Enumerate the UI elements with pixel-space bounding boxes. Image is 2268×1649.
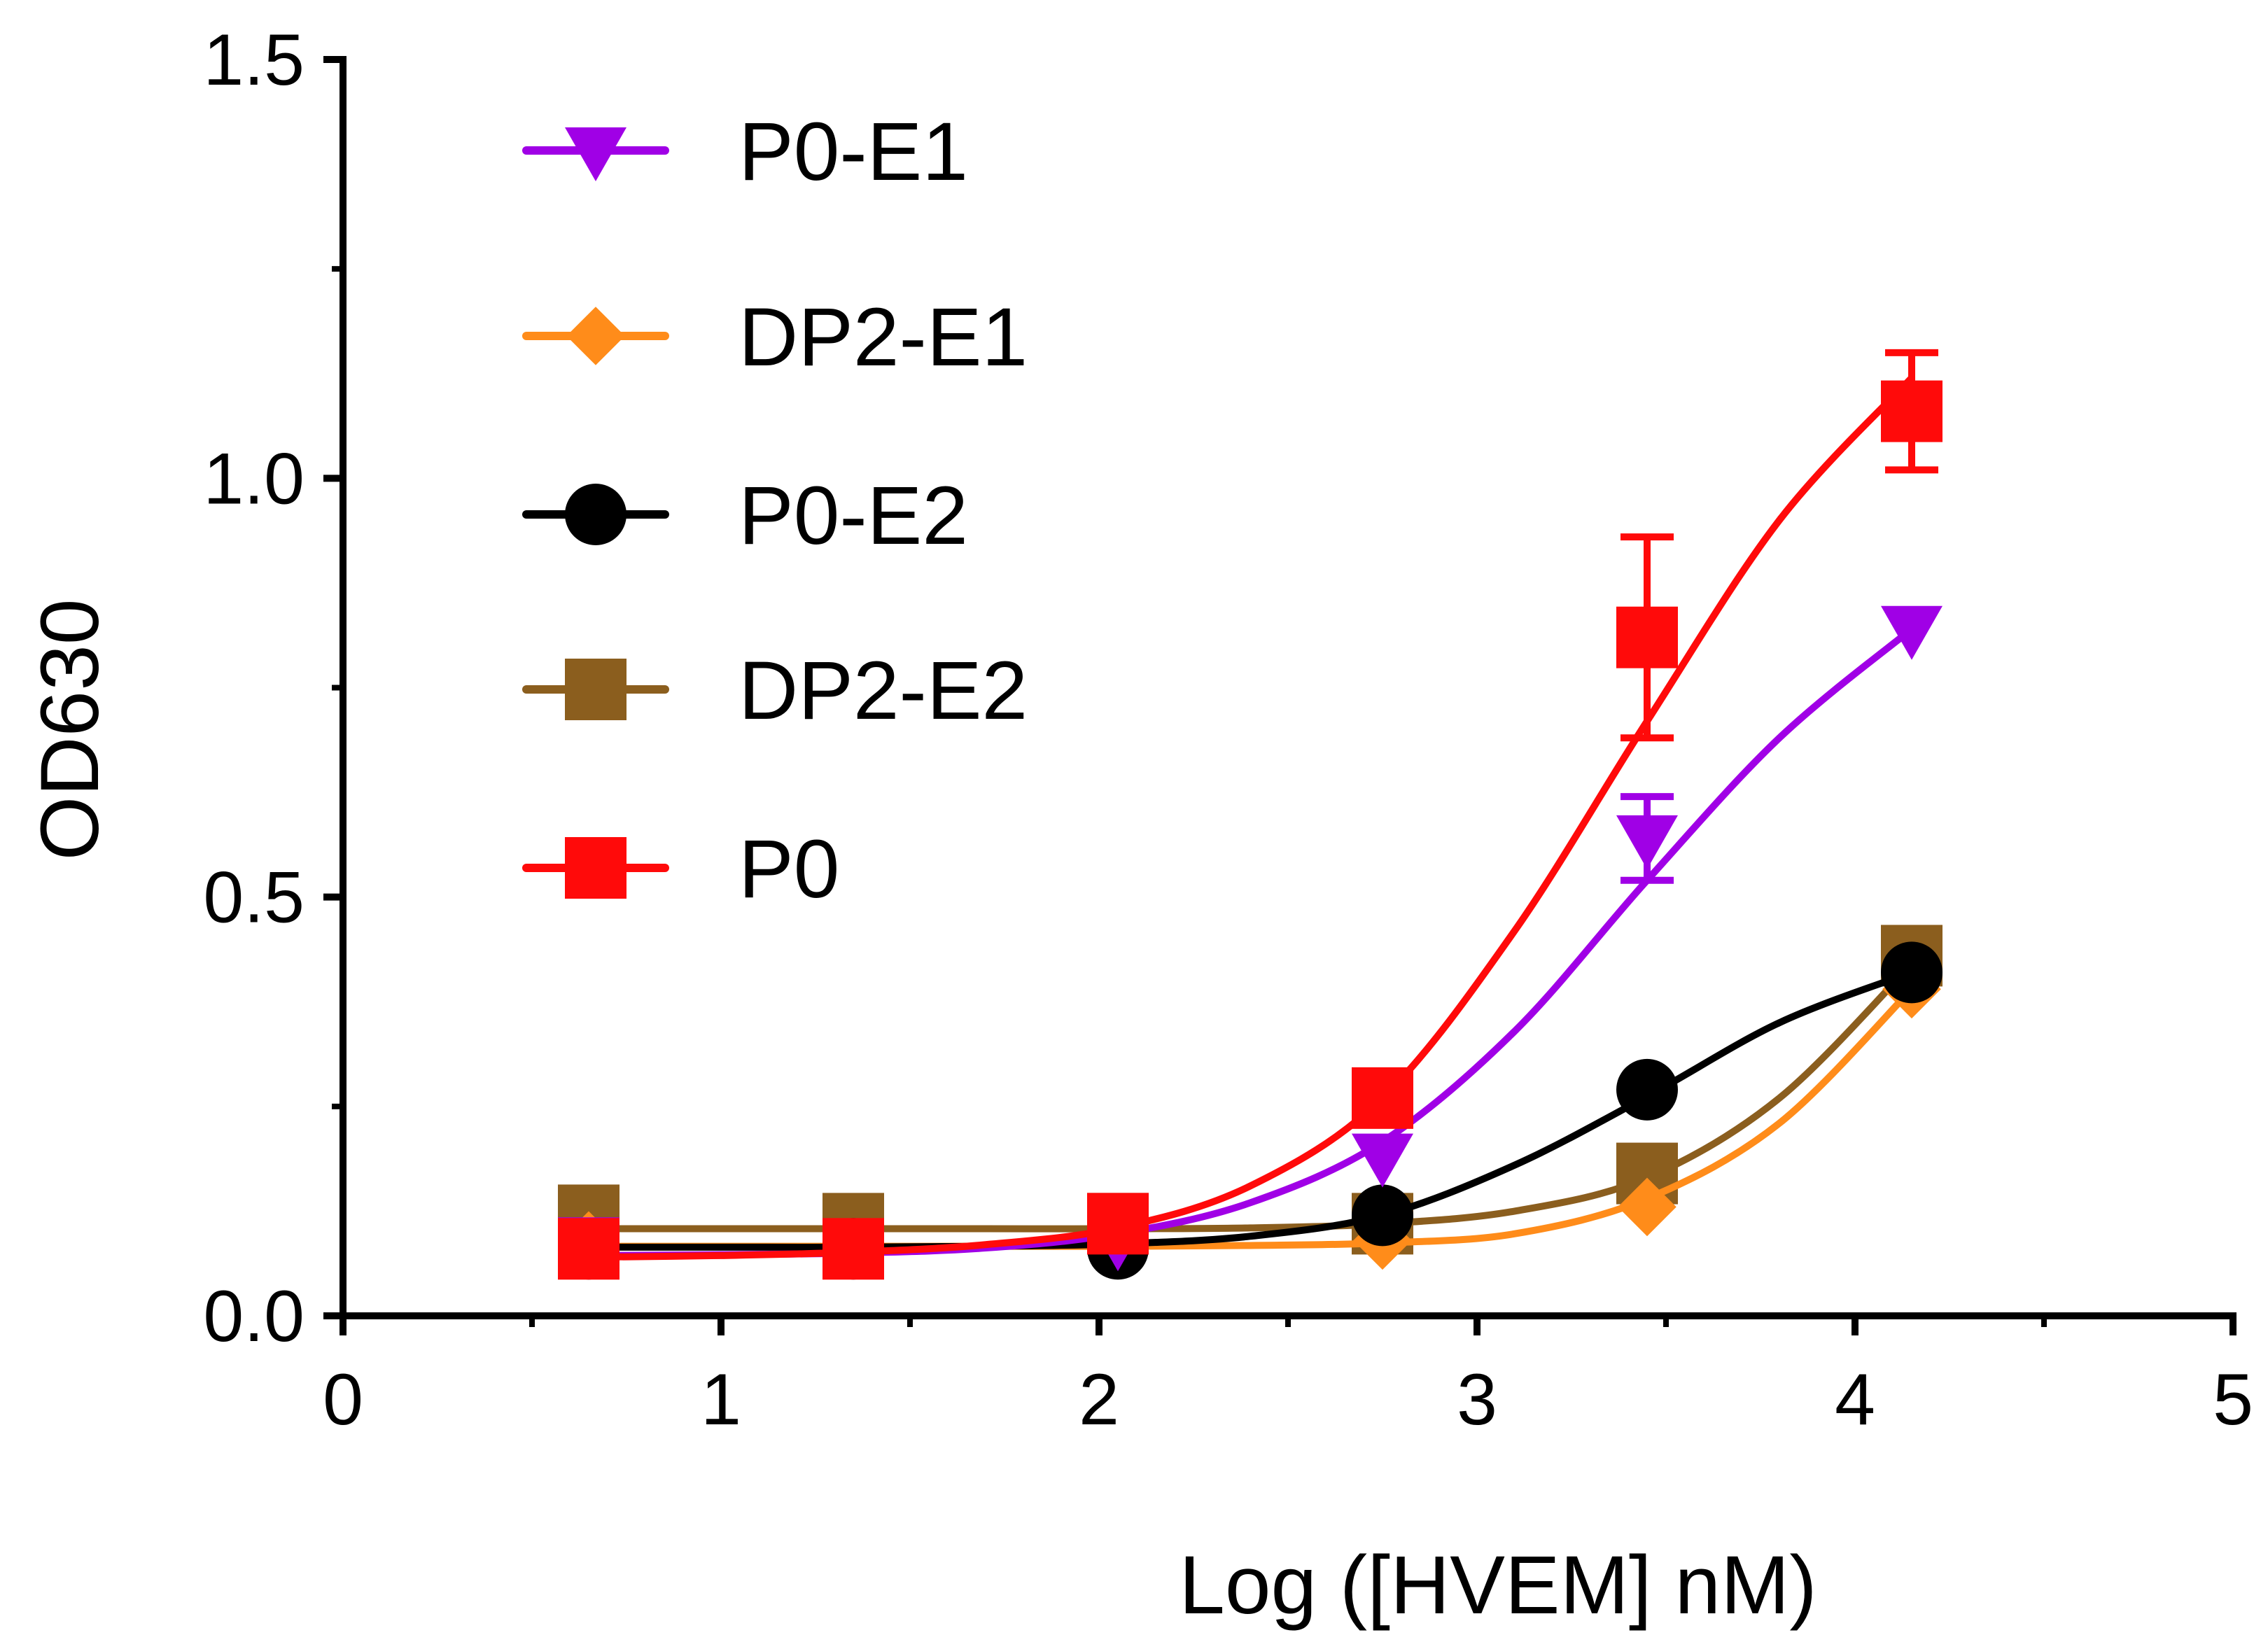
y-tick-label: 1.0: [203, 438, 304, 519]
x-axis-title: Log ([HVEM] nM): [1179, 1539, 1816, 1632]
y-axis-ticks: 0.0 0.5 1.0 1.5: [203, 20, 343, 1357]
y-axis-title: OD630: [24, 599, 116, 861]
legend-marker: [566, 307, 625, 365]
x-tick-label: 4: [1835, 1359, 1875, 1440]
x-tick-label: 5: [2213, 1359, 2253, 1440]
data-point-p0-e2: [1352, 1184, 1413, 1247]
x-tick-label: 0: [323, 1359, 363, 1440]
legend-label: DP2-E1: [738, 291, 1028, 384]
series-layer: [558, 349, 1942, 1280]
fit-curve-dp2-e1: [585, 985, 1915, 1250]
data-point-p0: [1352, 1067, 1413, 1129]
data-point-dp2-e1: [1618, 1177, 1676, 1237]
legend-item-p0-e2: P0-E2: [522, 470, 968, 562]
data-point-p0: [1881, 380, 1942, 442]
series-p0: [558, 349, 1942, 1280]
legend-marker: [565, 127, 626, 181]
x-tick-label: 1: [701, 1359, 741, 1440]
data-point-p0-e1: [1616, 815, 1678, 869]
legend-item-p0: P0: [522, 823, 839, 915]
data-point-p0: [1087, 1193, 1149, 1255]
x-tick-label: 3: [1457, 1359, 1497, 1440]
data-point-p0-e1: [1881, 605, 1942, 660]
fit-curve-dp2-e2: [585, 960, 1915, 1233]
x-tick-label: 2: [1079, 1359, 1119, 1440]
legend: P0-E1 DP2-E1 P0-E2 DP2-E2 P0: [522, 106, 1028, 915]
data-point-p0: [1616, 606, 1678, 668]
data-point-p0-e2: [1881, 941, 1942, 1004]
data-point-p0-e1: [1352, 1133, 1413, 1188]
y-tick-label: 1.5: [203, 20, 304, 101]
legend-marker: [565, 837, 626, 899]
legend-label: P0: [738, 823, 839, 915]
legend-marker: [565, 484, 626, 545]
axes: 0 1 2 3 4 5 0.0 0.5 1.0 1.5: [203, 20, 2253, 1440]
legend-item-dp2-e1: DP2-E1: [522, 291, 1028, 384]
data-point-p0: [822, 1218, 884, 1280]
legend-label: DP2-E2: [738, 645, 1028, 737]
legend-label: P0-E1: [738, 106, 968, 198]
y-tick-label: 0.0: [203, 1276, 304, 1357]
legend-label: P0-E2: [738, 470, 968, 562]
legend-item-p0-e1: P0-E1: [522, 106, 968, 198]
y-tick-label: 0.5: [203, 857, 304, 939]
legend-item-dp2-e2: DP2-E2: [522, 645, 1028, 737]
data-point-p0-e2: [1616, 1058, 1678, 1121]
data-point-p0: [558, 1218, 620, 1280]
fit-curve-p0-e2: [585, 969, 1915, 1251]
legend-marker: [565, 659, 626, 720]
x-axis-ticks: 0 1 2 3 4 5: [323, 1316, 2253, 1440]
